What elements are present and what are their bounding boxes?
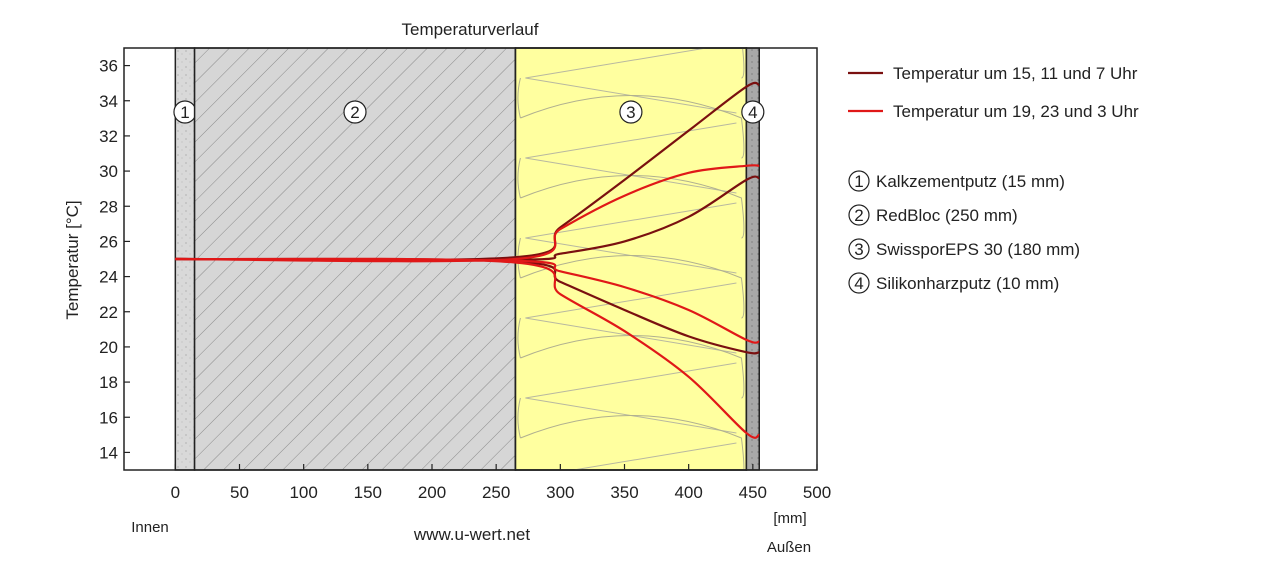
y-tick-label: 28 — [99, 197, 118, 216]
legend-layer-2: RedBloc (250 mm) — [876, 206, 1018, 225]
y-axis-label: Temperatur [°C] — [63, 200, 82, 319]
y-tick-label: 16 — [99, 408, 118, 427]
axes: 0 50 100 150 200 250 300 350 400 450 5001416182022… — [99, 47, 831, 502]
legend-layer-1: Kalkzementputz (15 mm) — [876, 172, 1065, 191]
x-tick-label: 350 — [610, 483, 638, 502]
layer-3-number: 3 — [626, 103, 635, 122]
y-tick-label: 32 — [99, 127, 118, 146]
legend-layer-number: 2 — [854, 206, 863, 225]
legend-series-2: Temperatur um 19, 23 und 3 Uhr — [893, 102, 1139, 121]
x-tick-label: 100 — [289, 483, 317, 502]
inside-label: Innen — [131, 519, 169, 536]
legend-layer-marker — [848, 238, 870, 260]
insulation-pattern — [517, 48, 745, 470]
legend-layer-number: 1 — [854, 172, 863, 191]
y-tick-label: 20 — [99, 338, 118, 357]
series-2-curve-1 — [175, 164, 760, 263]
x-tick-label: 50 — [230, 483, 249, 502]
x-tick-label: 400 — [674, 483, 702, 502]
y-tick-label: 14 — [99, 443, 118, 462]
legend-layer-marker — [848, 204, 870, 226]
x-tick-label: 200 — [418, 483, 446, 502]
legend-layer-number: 3 — [854, 240, 863, 259]
y-tick-label: 24 — [99, 268, 118, 287]
legend-layer-marker — [848, 272, 870, 294]
outside-label: Außen — [767, 539, 811, 556]
legend-layer-3: SwissporEPS 30 (180 mm) — [876, 240, 1080, 259]
x-tick-label: 500 — [803, 483, 831, 502]
x-tick-label: 300 — [546, 483, 574, 502]
x-tick-label: 450 — [739, 483, 767, 502]
legend-layer-marker — [848, 170, 870, 192]
series-2-curve-3 — [175, 257, 760, 439]
y-tick-label: 34 — [99, 92, 118, 111]
chart-title: Temperaturverlauf — [401, 20, 538, 39]
y-tick-label: 30 — [99, 162, 118, 181]
y-tick-label: 22 — [99, 303, 118, 322]
legend-series-1: Temperatur um 15, 11 und 7 Uhr — [893, 64, 1138, 83]
y-tick-label: 36 — [99, 57, 118, 76]
y-tick-label: 26 — [99, 232, 118, 251]
layer-4-marker — [741, 100, 765, 124]
y-tick-label: 18 — [99, 373, 118, 392]
layer-2-marker — [343, 100, 367, 124]
x-tick-label: 250 — [482, 483, 510, 502]
x-axis-unit: [mm] — [773, 510, 806, 527]
layer-3-marker — [619, 100, 643, 124]
legend: Temperatur um 15, 11 und 7 Uhr Temperatur… — [848, 64, 1139, 294]
temperature-curves — [175, 81, 760, 439]
legend-layer-4: Silikonharzputz (10 mm) — [876, 274, 1059, 293]
layer-4-number: 4 — [748, 103, 757, 122]
legend-layer-number: 4 — [854, 274, 863, 293]
x-tick-label: 150 — [354, 483, 382, 502]
source-label: www.u-wert.net — [413, 525, 530, 544]
layer-2-number: 2 — [350, 103, 359, 122]
x-tick-label: 0 — [171, 483, 180, 502]
layer-1-number: 1 — [180, 103, 189, 122]
plot-frame — [123, 47, 818, 471]
